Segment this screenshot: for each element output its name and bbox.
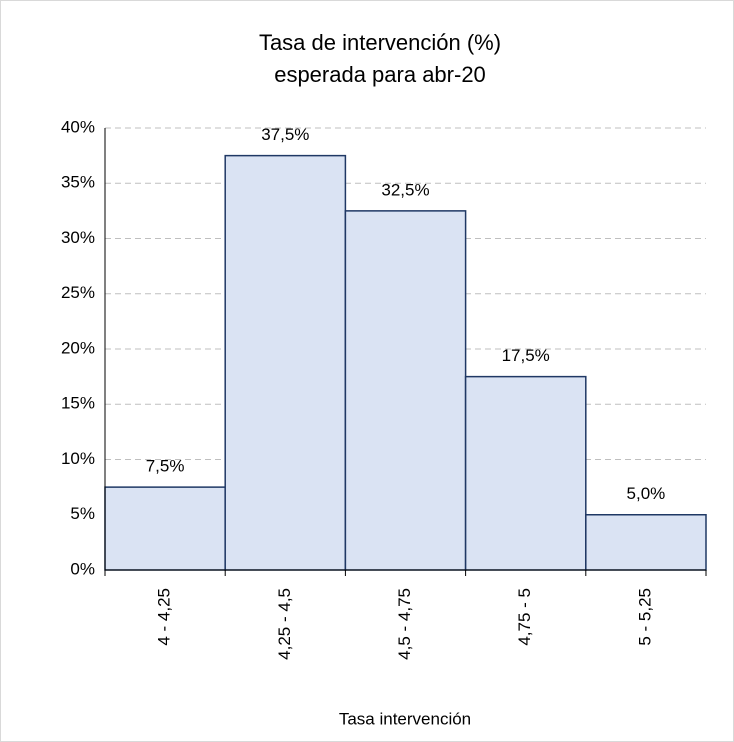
x-tick-label: 4,5 - 4,75 (395, 588, 414, 660)
data-label: 7,5% (146, 457, 185, 476)
bar (104, 486, 226, 571)
bar (224, 154, 347, 571)
bar (585, 514, 707, 571)
bar (344, 210, 467, 571)
y-tick-label: 0% (70, 559, 95, 578)
data-label: 32,5% (381, 180, 429, 199)
x-tick-label: 4,25 - 4,5 (275, 588, 294, 660)
bar (464, 375, 587, 571)
y-tick-label: 40% (61, 117, 95, 136)
x-tick-label: 4,75 - 5 (515, 588, 534, 646)
y-tick-label: 35% (61, 173, 95, 192)
chart-title: Tasa de intervención (%) (259, 30, 501, 55)
data-label: 17,5% (502, 346, 550, 365)
y-tick-label: 30% (61, 228, 95, 247)
chart-subtitle: esperada para abr-20 (274, 62, 486, 87)
data-label: 37,5% (261, 125, 309, 144)
data-label: 5,0% (627, 484, 666, 503)
x-tick-label: 5 - 5,25 (635, 588, 654, 646)
x-axis-title: Tasa intervención (339, 709, 471, 728)
y-tick-label: 10% (61, 449, 95, 468)
y-tick-label: 15% (61, 394, 95, 413)
x-tick-label: 4 - 4,25 (155, 588, 174, 646)
y-tick-label: 5% (70, 504, 95, 523)
y-tick-label: 20% (61, 338, 95, 357)
y-tick-label: 25% (61, 283, 95, 302)
